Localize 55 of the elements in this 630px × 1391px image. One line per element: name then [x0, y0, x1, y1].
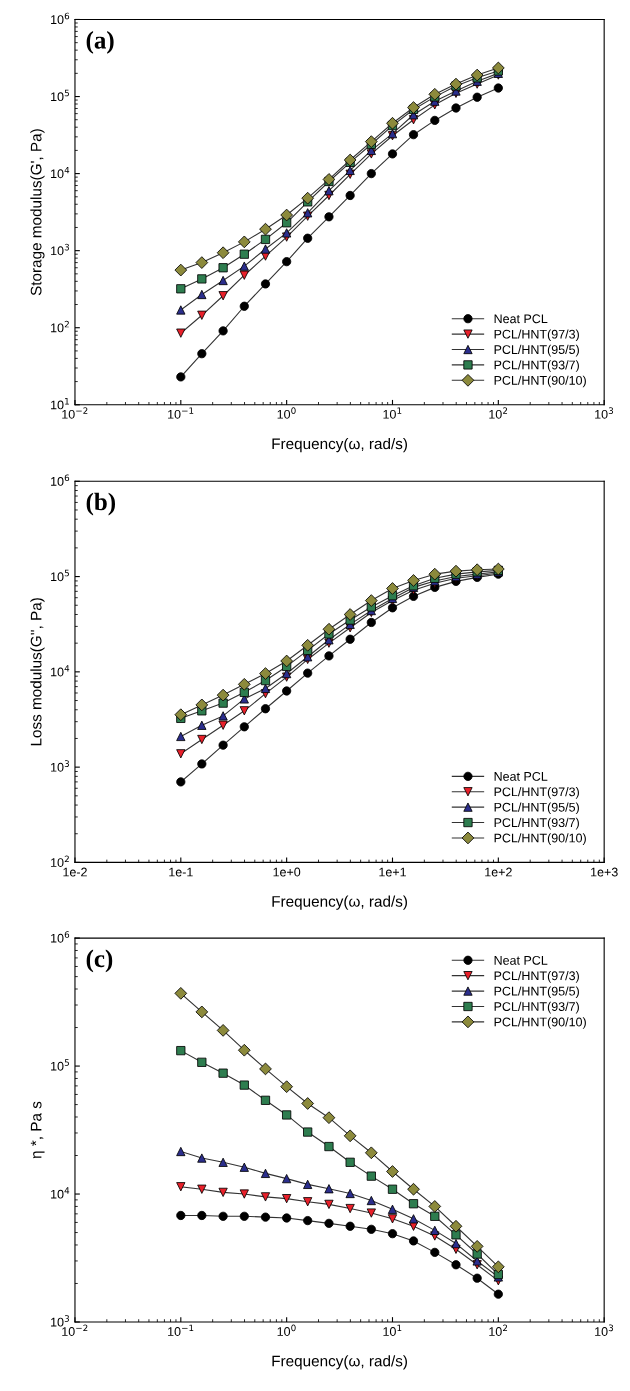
x-tick-label: 10$^{0}$ — [277, 407, 296, 419]
legend-label: PCL/HNT(95/5) — [494, 802, 579, 815]
x-tick-label: 10$^{−1}$ — [168, 407, 194, 419]
legend-label: Neat PCL — [494, 771, 548, 781]
y-tick-label: 10$^{3}$ — [51, 243, 69, 256]
chart-title: (b) — [86, 492, 116, 516]
x-tick-label: 1e+1 — [379, 867, 406, 877]
y-axis-title: Storage modulus(G', Pa) — [30, 129, 45, 296]
legend-label: PCL/HNT(95/5) — [494, 344, 579, 357]
y-tick-label: 10$^{1}$ — [51, 398, 69, 410]
x-tick-label: 1e-2 — [63, 867, 87, 877]
legend-label: PCL/HNT(90/10) — [494, 375, 586, 388]
x-axis-title: Frequency(ω, rad/s) — [272, 1355, 407, 1370]
y-tick-label: 10$^{6}$ — [51, 931, 70, 943]
chart-title: (a) — [86, 31, 114, 54]
x-tick-label: 1e+0 — [273, 867, 301, 877]
x-tick-label: 1e-1 — [169, 867, 193, 877]
legend-label: PCL/HNT(95/5) — [494, 986, 579, 999]
x-tick-label: 10$^{1}$ — [383, 1324, 402, 1336]
y-tick-label: 10$^{2}$ — [51, 320, 69, 333]
y-axis-title: Loss modulus(G'', Pa) — [30, 598, 45, 746]
legend-label: Neat PCL — [494, 955, 548, 965]
legend-label: Neat PCL — [494, 314, 548, 324]
legend-label: PCL/HNT(93/7) — [494, 1001, 579, 1014]
y-tick-label: 10$^{2}$ — [51, 855, 69, 867]
y-tick-label: 10$^{5}$ — [51, 1059, 69, 1071]
y-tick-label: 10$^{5}$ — [51, 569, 69, 582]
y-tick-label: 10$^{4}$ — [51, 166, 70, 179]
legend-label: PCL/HNT(97/3) — [494, 970, 579, 983]
legend-label: PCL/HNT(97/3) — [494, 329, 579, 342]
x-tick-label: 10$^{2}$ — [489, 1324, 508, 1336]
x-axis-title: Frequency(ω, rad/s) — [272, 895, 407, 910]
y-tick-label: 10$^{4}$ — [51, 665, 70, 677]
x-tick-label: 1e+2 — [485, 867, 512, 877]
y-tick-label: 10$^{4}$ — [51, 1187, 70, 1199]
x-tick-label: 10$^{0}$ — [277, 1324, 296, 1336]
y-tick-label: 10$^{6}$ — [51, 474, 70, 486]
y-tick-label: 10$^{3}$ — [51, 1315, 69, 1327]
legend-label: PCL/HNT(90/10) — [494, 1017, 586, 1029]
x-tick-label: 10$^{3}$ — [595, 1324, 614, 1336]
legend-label: PCL/HNT(97/3) — [494, 787, 579, 799]
legend-label: PCL/HNT(90/10) — [494, 833, 586, 845]
x-tick-label: 10$^{−1}$ — [168, 1324, 194, 1336]
y-tick-label: 10$^{3}$ — [51, 760, 69, 772]
x-tick-label: 10$^{1}$ — [383, 407, 402, 419]
x-axis-title: Frequency(ω, rad/s) — [272, 437, 407, 453]
chart-title: (c) — [86, 949, 113, 973]
legend-label: PCL/HNT(93/7) — [494, 360, 579, 372]
x-tick-label: 10$^{2}$ — [489, 407, 508, 419]
y-tick-label: 10$^{5}$ — [51, 89, 69, 102]
x-tick-label: 10$^{3}$ — [595, 407, 614, 419]
x-tick-label: 1e+3 — [591, 867, 618, 877]
legend-label: PCL/HNT(93/7) — [494, 817, 579, 830]
y-axis-title: η *, Pa s — [30, 1101, 45, 1159]
y-tick-label: 10$^{6}$ — [51, 12, 70, 25]
